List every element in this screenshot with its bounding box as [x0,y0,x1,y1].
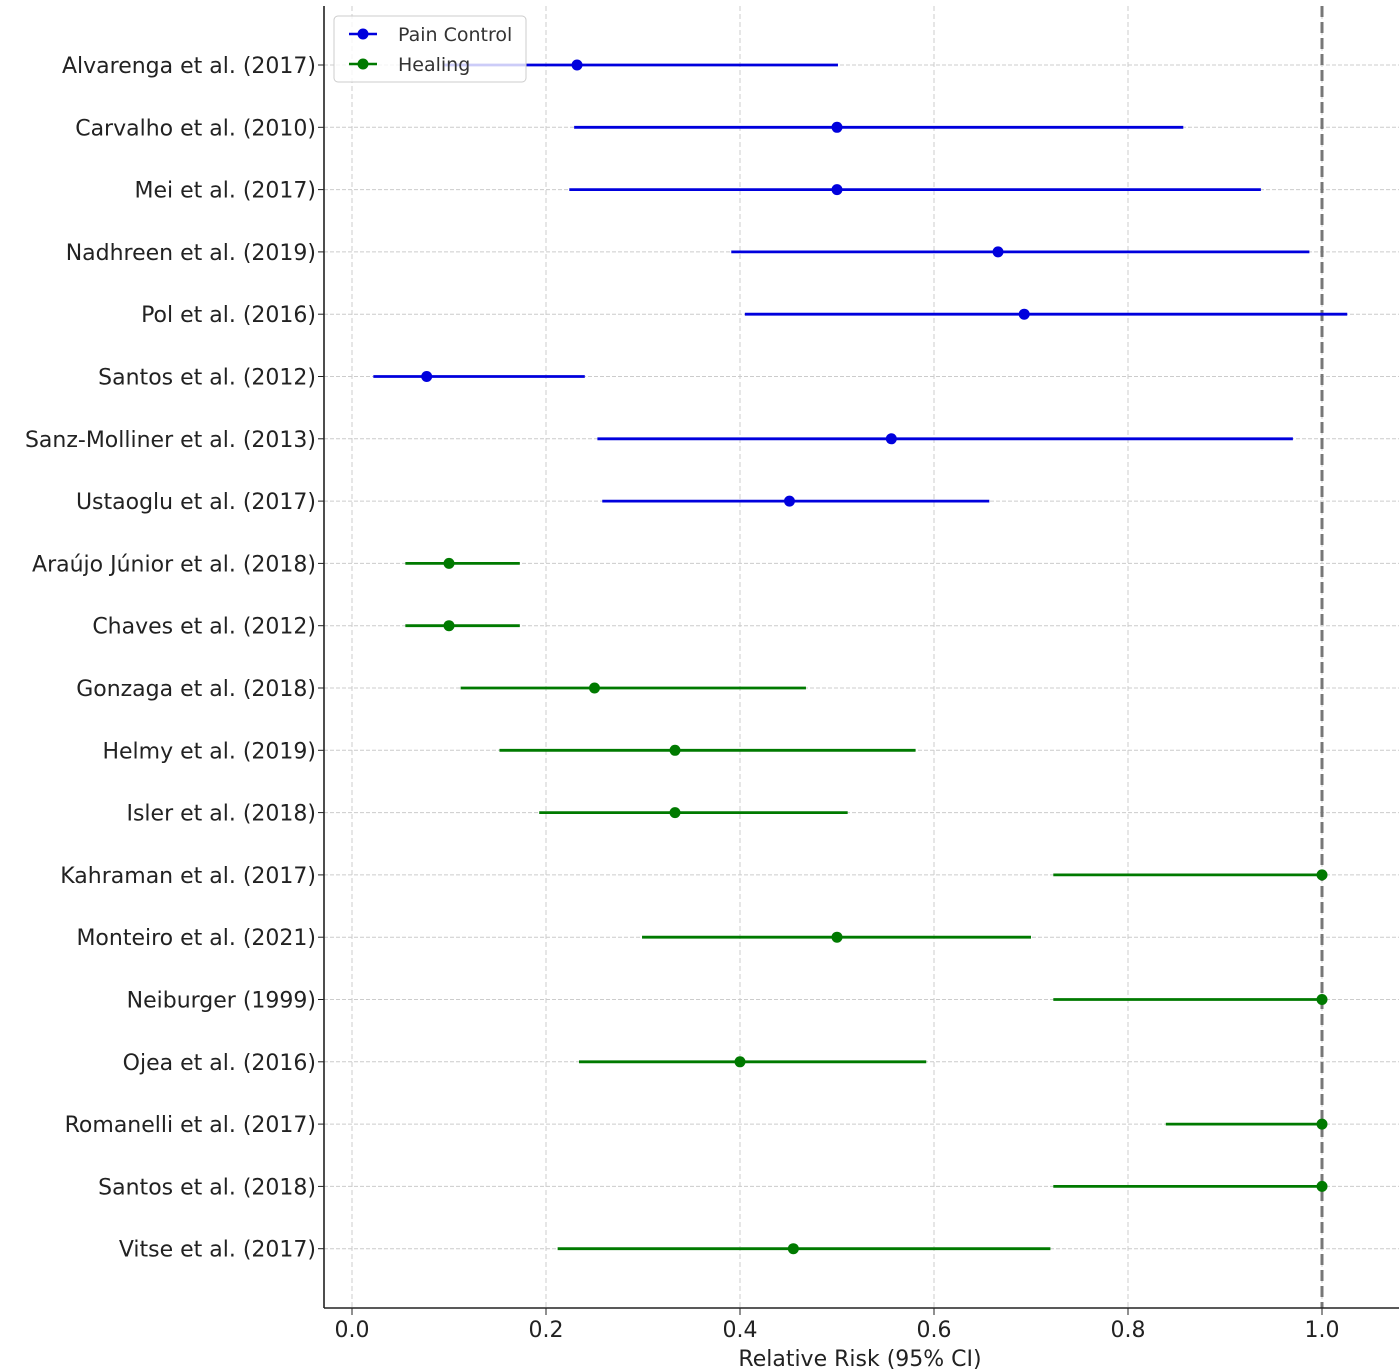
relative-risk-point [571,59,583,71]
study-label: Gonzaga et al. (2018) [76,677,316,702]
study-label: Santos et al. (2018) [98,1175,316,1200]
relative-risk-point [831,184,843,196]
relative-risk-point [831,121,843,133]
relative-risk-point [443,620,455,632]
relative-risk-point [669,807,681,819]
x-tick-label: 0.0 [335,1318,370,1343]
relative-risk-point [589,682,600,694]
relative-risk-point [1018,308,1030,320]
study-label: Mei et al. (2017) [134,179,316,204]
relative-risk-point [1316,994,1328,1005]
study-label: Araújo Júnior et al. (2018) [32,552,316,577]
study-label: Monteiro et al. (2021) [76,926,316,951]
study-label: Neiburger (1999) [127,989,316,1014]
study-label: Kahraman et al. (2017) [60,864,316,889]
study-label: Romanelli et al. (2017) [65,1113,316,1138]
legend: Pain Control Healing [333,15,527,83]
relative-risk-point [443,557,455,569]
study-label: Pol et al. (2016) [141,303,316,328]
legend-label-pain-control: Pain Control [398,24,512,46]
relative-risk-point [992,246,1004,258]
x-ticks: 0.0 0.2 0.4 0.6 0.8 1.0 [335,1308,1340,1343]
legend-marker-pain-control [357,28,369,40]
study-label: Vitse et al. (2017) [119,1238,316,1263]
study-label: Isler et al. (2018) [126,802,316,827]
relative-risk-point [421,371,433,382]
relative-risk-point [734,1056,746,1068]
x-tick-label: 0.2 [529,1318,564,1343]
x-tick-label: 0.6 [917,1318,952,1343]
x-axis-label: Relative Risk (95% CI) [738,1347,981,1371]
x-tick-label: 0.8 [1111,1318,1146,1343]
y-tick-labels: Alvarenga et al. (2017) Carvalho et al. (… [25,54,324,1263]
study-label: Nadhreen et al. (2019) [66,241,316,266]
study-label: Alvarenga et al. (2017) [62,54,316,79]
relative-risk-point [669,744,681,756]
legend-marker-healing [357,58,369,70]
study-label: Carvalho et al. (2010) [75,116,316,141]
relative-risk-point [787,1243,799,1255]
study-label: Chaves et al. (2012) [92,615,316,640]
legend-label-healing: Healing [398,54,470,76]
study-label: Helmy et al. (2019) [102,739,316,764]
study-label: Sanz-Molliner et al. (2013) [25,428,316,453]
study-label: Ojea et al. (2016) [123,1051,316,1076]
study-label: Santos et al. (2012) [98,366,316,391]
x-tick-label: 0.4 [723,1318,758,1343]
relative-risk-point [1316,1180,1328,1192]
relative-risk-point [831,931,843,943]
x-tick-label: 1.0 [1305,1318,1340,1343]
relative-risk-point [783,495,795,507]
study-marks [373,59,1348,1255]
study-label: Ustaoglu et al. (2017) [76,490,316,515]
relative-risk-point [1316,1118,1328,1130]
grid [324,6,1399,1308]
relative-risk-point [1316,869,1328,881]
relative-risk-point [885,433,897,445]
